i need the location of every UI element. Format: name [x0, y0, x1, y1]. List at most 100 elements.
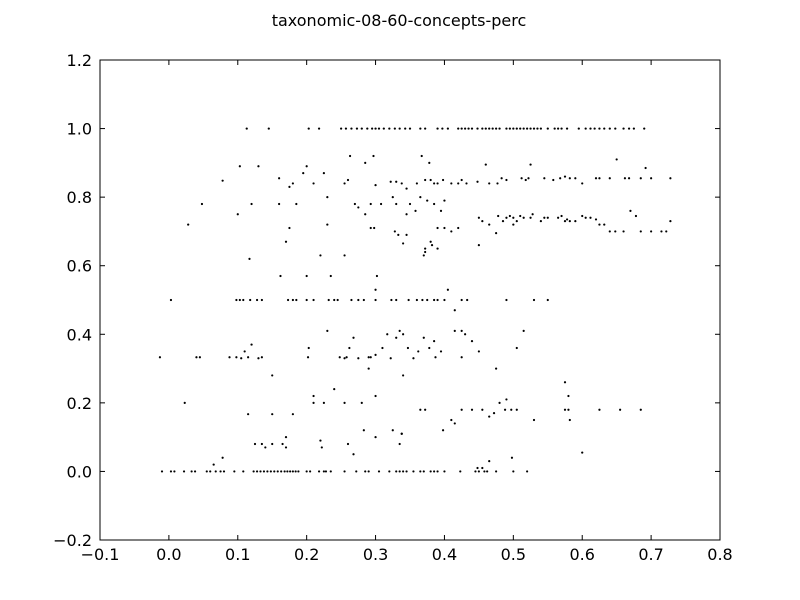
data-point — [264, 446, 267, 449]
data-point — [466, 298, 469, 302]
data-point — [353, 202, 356, 206]
data-point — [565, 127, 569, 130]
data-point — [453, 329, 456, 332]
data-point — [248, 257, 251, 260]
y-tick-label: 0.8 — [67, 188, 92, 207]
data-point — [279, 274, 282, 278]
data-point — [343, 401, 346, 404]
data-point — [527, 177, 530, 180]
data-point — [495, 470, 498, 473]
data-point — [563, 408, 567, 411]
data-point — [563, 175, 567, 178]
data-point — [326, 329, 329, 332]
data-point — [255, 470, 259, 473]
y-tick-label: 0.0 — [67, 462, 92, 481]
data-point — [467, 127, 470, 130]
data-point — [367, 470, 370, 473]
data-point — [280, 470, 283, 473]
data-point — [464, 127, 467, 130]
data-point — [350, 298, 353, 302]
data-point — [439, 350, 443, 353]
data-point — [247, 356, 250, 359]
data-point — [536, 127, 539, 130]
data-point — [450, 418, 453, 422]
data-point — [598, 408, 601, 411]
data-point — [307, 127, 310, 130]
data-point — [398, 442, 401, 446]
data-point — [450, 230, 453, 233]
data-point — [665, 230, 668, 233]
data-point — [460, 298, 463, 302]
data-point — [515, 408, 518, 411]
data-point — [395, 470, 398, 473]
data-point — [505, 398, 508, 401]
data-point — [182, 470, 186, 473]
data-point — [515, 220, 518, 223]
data-points — [158, 127, 672, 473]
data-point — [183, 401, 186, 404]
data-point — [252, 470, 255, 473]
data-point — [269, 470, 272, 473]
data-point — [483, 470, 486, 473]
data-point — [603, 127, 606, 130]
data-point — [529, 216, 532, 219]
data-point — [495, 367, 498, 370]
data-point — [395, 336, 398, 339]
data-point — [495, 127, 498, 130]
data-point — [377, 127, 381, 130]
data-point — [559, 177, 562, 180]
data-point — [364, 213, 367, 216]
data-point — [581, 451, 584, 454]
x-tick-label: −0.1 — [81, 545, 120, 564]
data-point — [424, 178, 427, 182]
data-point — [446, 288, 449, 291]
data-point — [329, 274, 332, 278]
data-point — [364, 161, 367, 164]
data-point — [581, 214, 584, 218]
data-point — [412, 357, 415, 360]
data-point — [312, 394, 315, 398]
data-point — [450, 182, 453, 185]
data-point — [415, 182, 418, 185]
data-point — [441, 429, 445, 432]
data-point — [360, 127, 363, 130]
data-point — [276, 470, 279, 473]
data-point — [219, 470, 222, 473]
data-point — [460, 356, 463, 359]
data-point — [669, 177, 672, 180]
x-tick-label: 0.5 — [501, 545, 526, 564]
data-point — [402, 333, 405, 336]
data-point — [660, 230, 663, 233]
data-point — [271, 442, 274, 446]
data-point — [639, 177, 642, 180]
data-point — [557, 127, 560, 130]
data-point — [457, 182, 460, 185]
data-point — [481, 408, 484, 411]
data-point — [436, 127, 439, 130]
data-point — [326, 223, 329, 226]
data-point — [317, 470, 321, 473]
data-point — [395, 202, 398, 206]
data-point — [465, 182, 468, 185]
data-point — [343, 470, 346, 473]
data-point — [481, 466, 484, 470]
data-point — [584, 127, 587, 130]
data-point — [524, 178, 527, 182]
data-point — [460, 329, 463, 332]
data-point — [255, 298, 259, 302]
data-point — [404, 127, 407, 130]
data-point — [262, 470, 266, 473]
data-point — [374, 288, 377, 291]
data-point — [532, 127, 536, 130]
data-point — [294, 470, 297, 473]
data-point — [568, 418, 571, 422]
data-point — [209, 470, 212, 473]
data-point — [158, 356, 162, 359]
data-point — [319, 254, 322, 257]
data-point — [400, 432, 403, 435]
data-point — [243, 350, 246, 353]
data-point — [402, 470, 405, 473]
data-point — [250, 202, 253, 206]
data-point — [407, 298, 410, 302]
data-point — [345, 356, 348, 359]
